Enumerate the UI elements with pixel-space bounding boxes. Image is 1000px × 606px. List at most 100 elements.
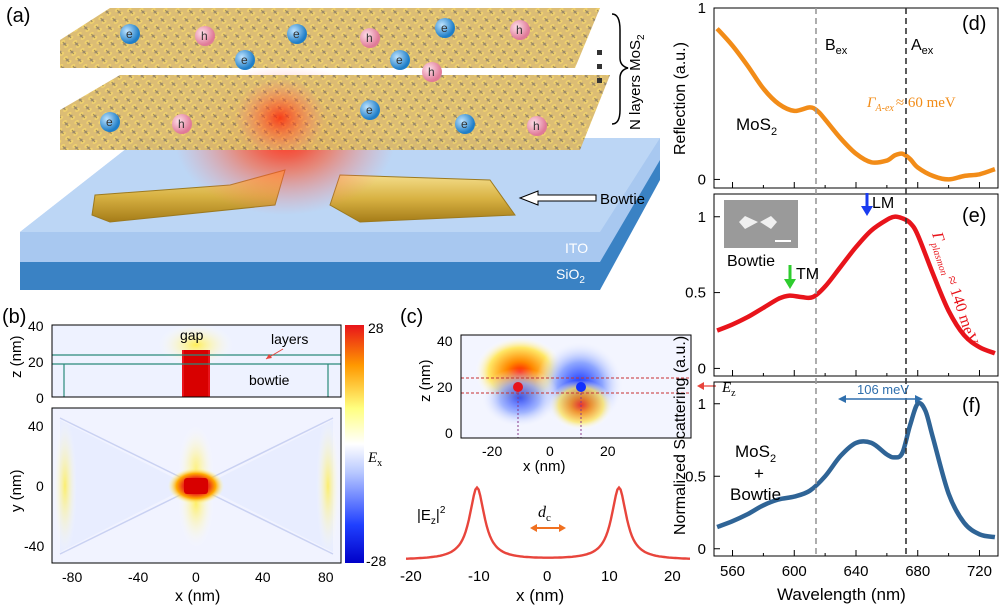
xlabel-right: Wavelength (nm) xyxy=(777,585,906,604)
svg-text:20: 20 xyxy=(600,443,616,459)
svg-text:0: 0 xyxy=(445,425,453,441)
svg-text:h: h xyxy=(366,31,373,45)
panel-label-d: (d) xyxy=(962,13,986,35)
map-b-top: gap layers bowtie xyxy=(51,323,342,398)
svg-text:-10: -10 xyxy=(468,568,490,585)
ylabel-d: Reflection (a.u.) xyxy=(672,42,689,155)
series-line-e xyxy=(716,214,996,356)
tm-arrow xyxy=(784,265,796,289)
svg-text:0: 0 xyxy=(546,443,554,459)
svg-text:20: 20 xyxy=(28,354,44,370)
ytick-label-e: 1 xyxy=(698,209,706,226)
svg-text:40: 40 xyxy=(437,333,453,349)
svg-text:20: 20 xyxy=(437,379,453,395)
svg-text:0: 0 xyxy=(543,568,551,585)
e-lm-label: LM xyxy=(872,195,894,212)
svg-text:0: 0 xyxy=(36,390,44,406)
ylabel-ef: Normalized Scattering (a.u.) xyxy=(672,336,689,535)
svg-text:e: e xyxy=(366,103,373,117)
svg-text:e: e xyxy=(126,27,133,41)
ytick-label-d: 0 xyxy=(698,171,706,188)
svg-text:h: h xyxy=(201,29,208,43)
svg-text:-80: -80 xyxy=(62,569,82,585)
colorbar-min: -28 xyxy=(366,553,386,569)
xticks-c-profile: -20 -10 0 10 20 xyxy=(400,568,681,585)
gap-label: gap xyxy=(180,327,204,343)
mos2-layer-bottom xyxy=(60,75,610,150)
plot-e: 10.50 xyxy=(685,193,999,377)
map-b-bottom xyxy=(51,407,342,564)
ytick-label-d: 1 xyxy=(698,0,706,17)
d-gamma-label: ΓA-ex ≈ 60 meV xyxy=(866,95,956,114)
exciton-pairs: e h e h e h e e h e h e e h xyxy=(100,18,547,136)
yticks-c: 40 20 0 xyxy=(437,333,453,441)
colorbar-max: 28 xyxy=(368,320,384,336)
panel-b: (b) gap layers bowtie z (nm) 40 20 0 xyxy=(2,306,386,605)
panel-label-f: (f) xyxy=(962,395,981,417)
ytick-label-f: 1 xyxy=(698,396,706,413)
ylabel-c: z (nm) xyxy=(417,360,434,403)
panel-c: (c) Ez z (nm) 40 20 0 -20 0 20 xyxy=(400,306,736,605)
yticks-b-bottom: 40 0 -40 xyxy=(24,418,44,554)
colorbar xyxy=(345,325,364,563)
f-bowtie-label: Bowtie xyxy=(730,485,781,504)
svg-text:-20: -20 xyxy=(400,568,422,585)
svg-text:h: h xyxy=(516,23,523,37)
f-split-label: 106 meV xyxy=(857,382,909,397)
e-tm-label: TM xyxy=(796,266,819,283)
svg-text:-40: -40 xyxy=(128,569,148,585)
ytick-label-e: 0 xyxy=(698,360,706,377)
e-gamma-label: Γplasmon≈ 140 meV xyxy=(925,229,981,349)
xticks-c: -20 0 20 xyxy=(482,443,616,459)
xtick-label-f: 640 xyxy=(843,563,868,580)
d-mos2-label: MoS2 xyxy=(736,115,777,138)
profile-label: |Ez|2 xyxy=(417,505,446,527)
panel-a: (a) ITO SiO2 e h e h e h e e h e h e e xyxy=(6,5,660,290)
dc-label: dc xyxy=(538,504,551,524)
mos2-layers-label: N layers MoS2 xyxy=(627,34,647,130)
ytick-label-e: 0.5 xyxy=(685,285,706,302)
xtick-label-f: 560 xyxy=(720,563,745,580)
f-plus-label: + xyxy=(754,464,764,483)
xticks-b: -80 -40 0 40 80 xyxy=(62,569,334,585)
aex-label: Aex xyxy=(911,37,934,57)
ytick-label-f: 0 xyxy=(698,541,706,558)
ylabel-b-bottom: y (nm) xyxy=(8,470,25,513)
profile-line xyxy=(406,485,690,560)
bowtie-label-b: bowtie xyxy=(249,372,290,388)
plot-d: 10 xyxy=(698,0,999,189)
bowtie-inset xyxy=(724,200,798,248)
bowtie-label-a: Bowtie xyxy=(600,191,645,208)
svg-text:e: e xyxy=(241,53,248,67)
svg-text:20: 20 xyxy=(664,568,681,585)
svg-text:e: e xyxy=(396,53,403,67)
split-arrow xyxy=(838,395,923,403)
ito-label: ITO xyxy=(565,240,588,256)
panel-label-e: (e) xyxy=(962,205,986,227)
profile-plot xyxy=(406,485,690,560)
svg-text:e: e xyxy=(461,117,468,131)
panel-label-b: (b) xyxy=(2,306,26,328)
xtick-label-f: 600 xyxy=(782,563,807,580)
xlabel-b: x (nm) xyxy=(175,588,220,605)
lm-arrow xyxy=(861,193,873,216)
svg-text:e: e xyxy=(106,115,113,129)
colorbar-label: Ex xyxy=(367,450,382,469)
ez-label: Ez xyxy=(721,380,736,399)
svg-text:-20: -20 xyxy=(482,443,502,459)
sio2-label: SiO2 xyxy=(556,266,585,286)
bowtie-arrow xyxy=(518,190,597,206)
svg-text:h: h xyxy=(428,65,435,79)
panel-label-c: (c) xyxy=(400,306,423,328)
svg-text:-40: -40 xyxy=(24,538,44,554)
ylabel-b-top: z (nm) xyxy=(8,336,25,379)
layers-label: layers xyxy=(271,331,308,347)
svg-text:40: 40 xyxy=(255,569,271,585)
mos2-layer-top xyxy=(60,8,600,68)
plot-f: 1 0.5 0 560 600 640 680 720 xyxy=(685,381,999,580)
svg-text:e: e xyxy=(441,21,448,35)
xlabel-c: x (nm) xyxy=(523,458,566,475)
xtick-label-f: 680 xyxy=(905,563,930,580)
